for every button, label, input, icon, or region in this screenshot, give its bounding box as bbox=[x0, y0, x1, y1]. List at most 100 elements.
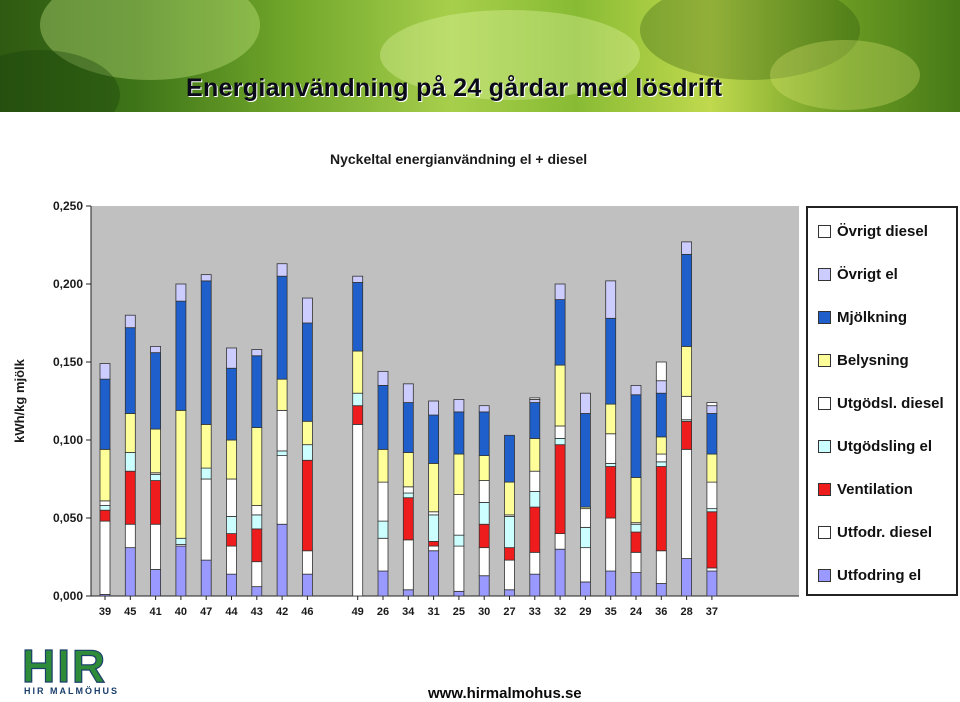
bar-segment bbox=[706, 570, 718, 597]
bar-segment bbox=[226, 533, 237, 547]
bar-segment bbox=[124, 413, 136, 453]
x-tick-label: 47 bbox=[200, 606, 212, 618]
bar-segment bbox=[504, 547, 515, 561]
legend-item: Utgödsling el bbox=[818, 436, 932, 456]
bar-segment bbox=[352, 275, 364, 283]
bar-segment bbox=[150, 480, 162, 525]
bar-segment bbox=[226, 545, 237, 575]
legend-label: Övrigt el bbox=[837, 265, 898, 283]
x-tick-label: 33 bbox=[529, 606, 541, 618]
footer-url[interactable]: www.hirmalmohus.se bbox=[428, 685, 582, 702]
bar-segment bbox=[175, 545, 187, 597]
bar-segment bbox=[655, 436, 667, 455]
bar-segment bbox=[251, 349, 263, 357]
bar-segment bbox=[529, 470, 541, 492]
bar-segment bbox=[301, 550, 313, 575]
bar-segment bbox=[428, 511, 440, 516]
bar-segment bbox=[175, 409, 187, 539]
bar-segment bbox=[150, 523, 162, 570]
legend-label: Utfodring el bbox=[837, 566, 922, 584]
bar-segment bbox=[200, 559, 212, 597]
legend-label: Ventilation bbox=[837, 480, 913, 498]
bar-segment bbox=[200, 423, 212, 469]
bar-segment bbox=[630, 394, 642, 478]
x-tick-label: 34 bbox=[402, 606, 415, 618]
legend-label: Utgödsling el bbox=[837, 437, 932, 455]
x-tick-label: 30 bbox=[478, 606, 490, 618]
bar-segment bbox=[655, 380, 667, 394]
legend-label: Belysning bbox=[837, 351, 909, 369]
bar-segment bbox=[352, 350, 364, 394]
bar-segment bbox=[630, 572, 642, 597]
legend-label: Mjölkning bbox=[837, 308, 907, 326]
bar-segment bbox=[150, 352, 162, 430]
x-tick-label: 44 bbox=[225, 606, 238, 618]
x-tick-label: 49 bbox=[352, 606, 364, 618]
y-tick-label: 0,250 bbox=[53, 199, 83, 213]
bar-segment bbox=[681, 253, 692, 347]
bar-segment bbox=[226, 367, 237, 441]
chart-title: Nyckeltal energianvändning el + diesel bbox=[330, 151, 588, 167]
bar-segment bbox=[478, 455, 490, 481]
bar-segment bbox=[554, 283, 566, 301]
plot-area bbox=[91, 206, 799, 596]
bar-segment bbox=[428, 550, 440, 597]
bar-segment bbox=[251, 528, 263, 563]
bar-segment bbox=[251, 586, 263, 597]
bar-segment bbox=[99, 509, 111, 522]
bar-segment bbox=[453, 590, 465, 597]
bar-segment bbox=[605, 433, 617, 464]
y-tick-label: 0,200 bbox=[53, 277, 83, 291]
bar-segment bbox=[478, 405, 490, 413]
slide-title: Energianvändning på 24 gårdar med lösdri… bbox=[186, 74, 723, 102]
x-tick-label: 24 bbox=[630, 606, 643, 618]
bar-segment bbox=[428, 400, 440, 416]
bar-segment bbox=[453, 494, 465, 536]
bar-segment bbox=[706, 402, 718, 407]
bar-segment bbox=[99, 505, 111, 511]
bar-segment bbox=[630, 384, 642, 396]
bar-segment bbox=[377, 448, 389, 483]
bar-segment bbox=[200, 478, 212, 561]
bar-segment bbox=[226, 347, 237, 369]
bar-segment bbox=[301, 420, 313, 446]
bar-segment bbox=[301, 322, 313, 422]
bar-segment bbox=[478, 575, 490, 597]
legend-swatch bbox=[818, 267, 831, 281]
bar-segment bbox=[124, 314, 136, 329]
bar-segment bbox=[251, 427, 263, 506]
bar-segment bbox=[99, 363, 111, 380]
legend-swatch bbox=[818, 396, 831, 410]
bar-segment bbox=[529, 397, 541, 400]
bar-segment bbox=[402, 492, 414, 499]
bar-segment bbox=[428, 462, 440, 513]
bar-segment bbox=[453, 545, 465, 592]
bar-segment bbox=[124, 547, 136, 597]
legend-item: Ventilation bbox=[818, 479, 913, 499]
bar-segment bbox=[251, 355, 263, 428]
bar-segment bbox=[377, 481, 389, 522]
legend-swatch bbox=[818, 568, 831, 582]
stacked-bar-chart: kWh/kg mjölk 0,0000,0500,1000,1500,2000,… bbox=[12, 199, 799, 618]
x-tick-label: 29 bbox=[579, 606, 591, 618]
legend-swatch bbox=[818, 482, 831, 496]
bar-segment bbox=[99, 448, 111, 502]
bar-segment bbox=[352, 282, 364, 352]
legend-swatch bbox=[818, 224, 831, 238]
bar-segment bbox=[554, 533, 566, 550]
bar-segment bbox=[681, 420, 692, 450]
logo-text: HIR bbox=[22, 642, 107, 688]
bar-segment bbox=[453, 453, 465, 496]
x-tick-label: 26 bbox=[377, 606, 389, 618]
bar-segment bbox=[655, 466, 667, 552]
bar-segment bbox=[276, 523, 288, 597]
bar-segment bbox=[124, 327, 136, 414]
x-tick-label: 41 bbox=[149, 606, 161, 618]
bar-segment bbox=[605, 466, 617, 519]
bar-segment bbox=[453, 534, 465, 547]
bar-segment bbox=[605, 403, 617, 435]
y-axis-label: kWh/kg mjölk bbox=[12, 358, 27, 443]
bar-segment bbox=[251, 514, 263, 530]
y-tick-label: 0,100 bbox=[53, 433, 83, 447]
bar-segment bbox=[301, 573, 313, 597]
